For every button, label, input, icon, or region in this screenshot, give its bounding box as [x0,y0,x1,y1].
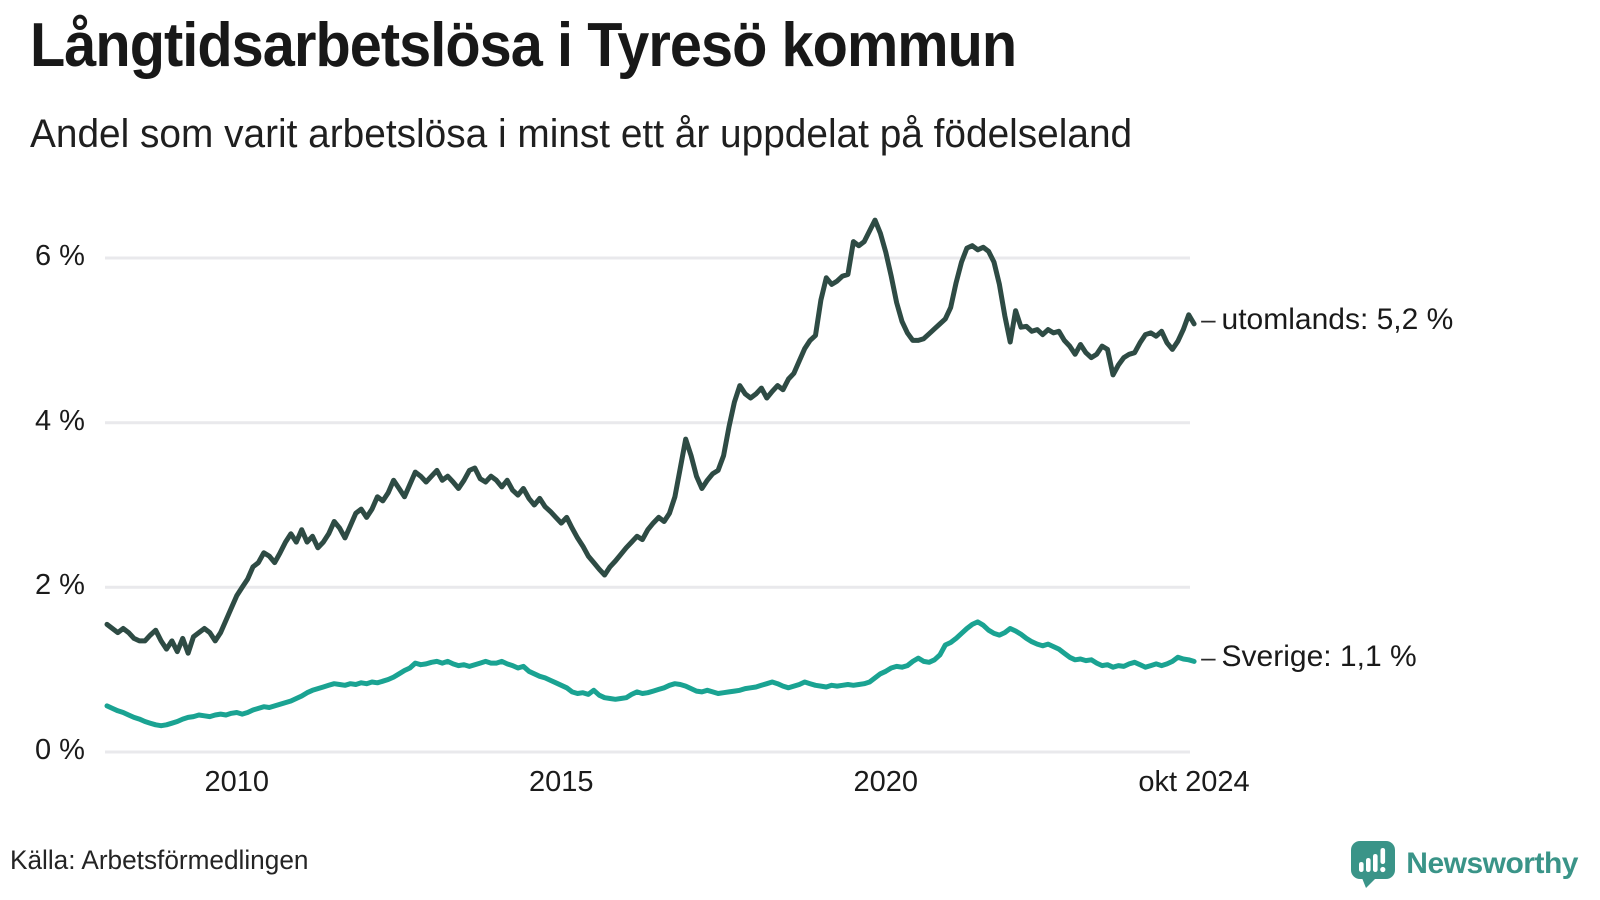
series-line-utomlands [104,217,1197,656]
newsworthy-logo-icon [1351,841,1396,888]
series-end-label-text: utomlands: 5,2 % [1221,302,1454,336]
chart-title: Långtidsarbetslösa i Tyresö kommun [30,11,1017,80]
series-end-label-utomlands: – utomlands: 5,2 % [1201,303,1453,337]
y-axis-tick-label: 2 % [35,569,85,602]
y-axis-tick-label: 6 % [35,240,85,273]
x-axis-tick-label: okt 2024 [1138,766,1250,798]
newsworthy-logo-text: Newsworthy [1406,847,1578,880]
chart-subtitle: Andel som varit arbetslösa i minst ett å… [30,112,1133,156]
series-line-sverige [104,619,1197,729]
y-axis-tick-label: 4 % [35,404,85,437]
label-connector-dash: – [1201,304,1216,335]
label-connector-dash: – [1201,641,1216,672]
x-axis-tick-label: 2015 [529,766,594,798]
y-axis-tick-label: 0 % [35,734,85,766]
x-axis-tick-label: 2020 [853,766,919,798]
series-end-label-sverige: – Sverige: 1,1 % [1201,640,1417,674]
source-note: Källa: Arbetsförmedlingen [10,845,309,875]
x-axis-tick-label: 2010 [204,766,270,798]
newsworthy-logo: Newsworthy [1350,840,1578,888]
series-end-label-text: Sverige: 1,1 % [1221,640,1417,674]
